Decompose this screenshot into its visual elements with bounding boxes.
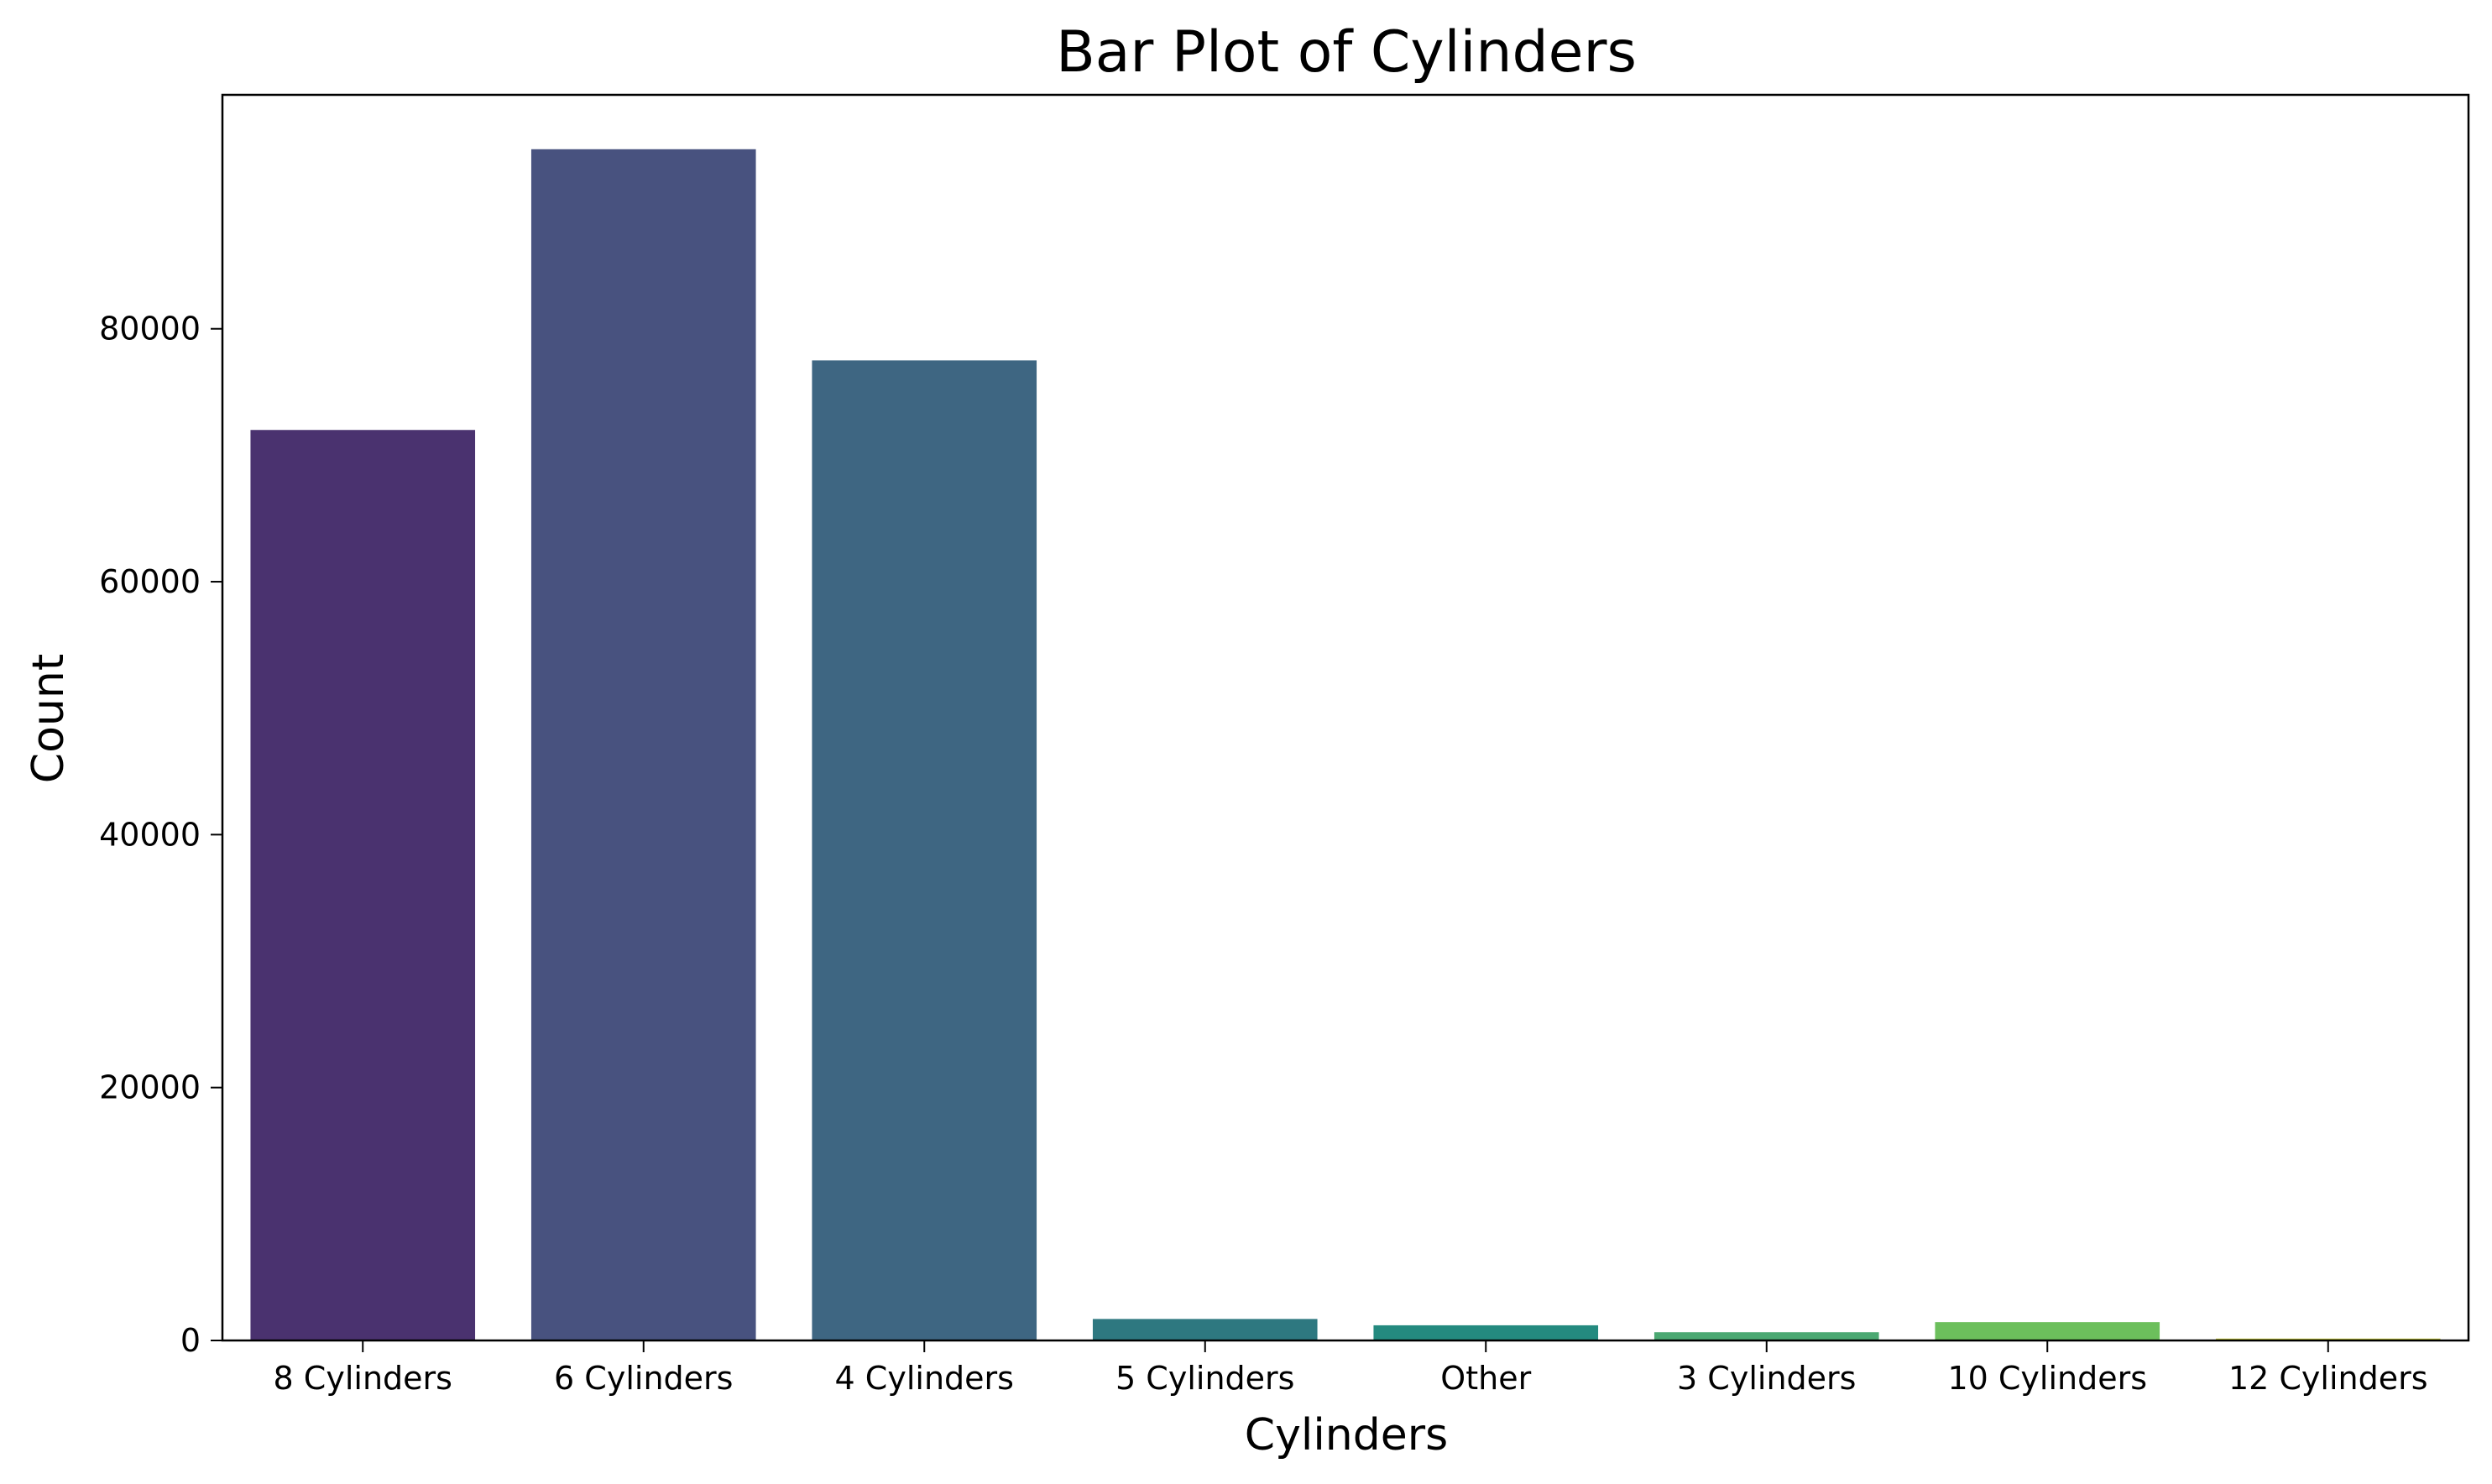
y-tick-label: 80000 bbox=[99, 311, 201, 347]
y-tick-label: 0 bbox=[180, 1322, 201, 1359]
x-tick-label: 8 Cylinders bbox=[274, 1360, 452, 1397]
x-tick-label: 5 Cylinders bbox=[1115, 1360, 1294, 1397]
x-tick-label: 6 Cylinders bbox=[554, 1360, 733, 1397]
plot-frame bbox=[221, 93, 2470, 1342]
x-tick-label: 12 Cylinders bbox=[2228, 1360, 2428, 1397]
bar-4-cylinders bbox=[812, 360, 1037, 1341]
x-axis-ticks: 8 Cylinders 6 Cylinders 4 Cylinders 5 Cylin… bbox=[274, 1340, 2428, 1397]
y-axis-ticks: 0 20000 40000 60000 80000 bbox=[99, 311, 222, 1359]
y-tick-label: 20000 bbox=[99, 1069, 201, 1106]
x-tick-label: 10 Cylinders bbox=[1947, 1360, 2147, 1397]
bar-8-cylinders bbox=[250, 430, 476, 1340]
bar-6-cylinders bbox=[530, 149, 756, 1341]
y-axis-title: Count bbox=[24, 654, 74, 783]
x-axis-title: Cylinders bbox=[1245, 1410, 1448, 1460]
x-tick-label: 4 Cylinders bbox=[835, 1360, 1014, 1397]
bars-group bbox=[250, 149, 2441, 1341]
chart-title: Bar Plot of Cylinders bbox=[1056, 19, 1637, 86]
x-tick-label: Other bbox=[1440, 1360, 1531, 1397]
bar-5-cylinders bbox=[1092, 1319, 1318, 1340]
x-tick-label: 3 Cylinders bbox=[1677, 1360, 1856, 1397]
bar-other bbox=[1373, 1325, 1599, 1340]
y-tick-label: 40000 bbox=[99, 816, 201, 853]
bar-10-cylinders bbox=[1935, 1322, 2160, 1340]
bar-3-cylinders bbox=[1653, 1332, 1879, 1340]
y-tick-label: 60000 bbox=[99, 563, 201, 600]
